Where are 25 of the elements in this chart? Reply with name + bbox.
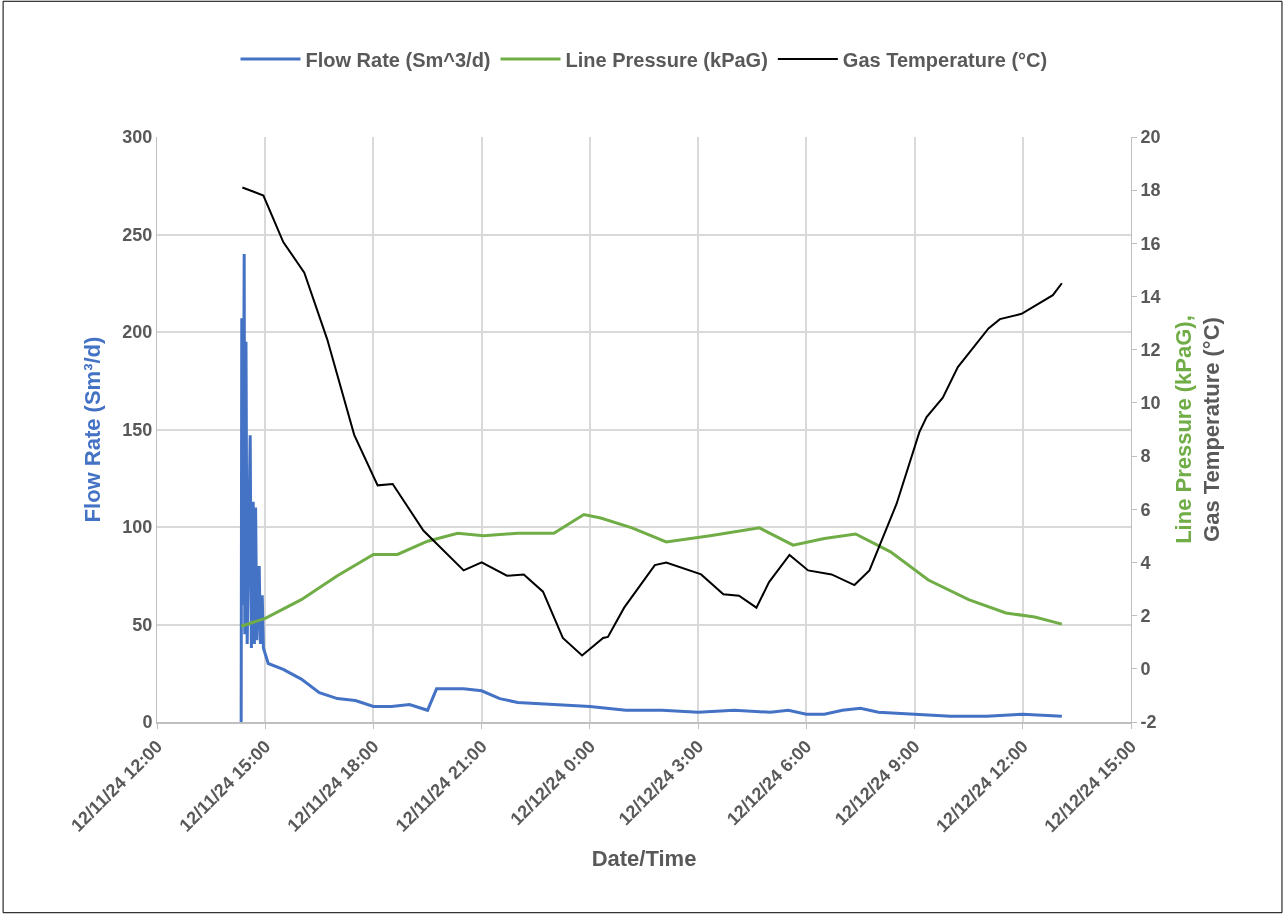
- y-tick-label: 300: [122, 127, 153, 148]
- y-tick-label: 50: [132, 614, 153, 635]
- y2-tick-label: 10: [1140, 393, 1161, 414]
- y-tick-label: 200: [122, 322, 153, 343]
- y-tick-label: 0: [142, 712, 153, 733]
- y2-tick-label: -2: [1140, 712, 1157, 733]
- y2-axis-title: Line Pressure (kPaG), Gas Temperature (°C): [1170, 315, 1225, 544]
- x-axis-title: Date/Time: [591, 845, 697, 871]
- y2-tick-label: 8: [1140, 446, 1151, 467]
- y2-tick-label: 14: [1140, 286, 1161, 307]
- y2-tick-label: 0: [1140, 659, 1151, 680]
- y2-tick-label: 20: [1140, 127, 1161, 148]
- legend-label: Flow Rate (Sm^3/d): [305, 48, 491, 71]
- y2-tick-label: 6: [1140, 499, 1151, 520]
- y2-tick-label: 4: [1140, 552, 1151, 573]
- y2-tick-label: 16: [1140, 233, 1161, 254]
- y-axis-title: Flow Rate (Sm³/d): [80, 336, 106, 523]
- y2-tick-label: 12: [1140, 340, 1161, 361]
- legend-label: Gas Temperature (°C): [842, 48, 1048, 71]
- y-tick-label: 100: [122, 517, 153, 538]
- legend-label: Line Pressure (kPaG): [565, 48, 768, 71]
- y2-tick-label: 2: [1140, 605, 1151, 626]
- y2-tick-label: 18: [1140, 180, 1161, 201]
- y-tick-label: 250: [122, 224, 153, 245]
- y-tick-label: 150: [122, 419, 153, 440]
